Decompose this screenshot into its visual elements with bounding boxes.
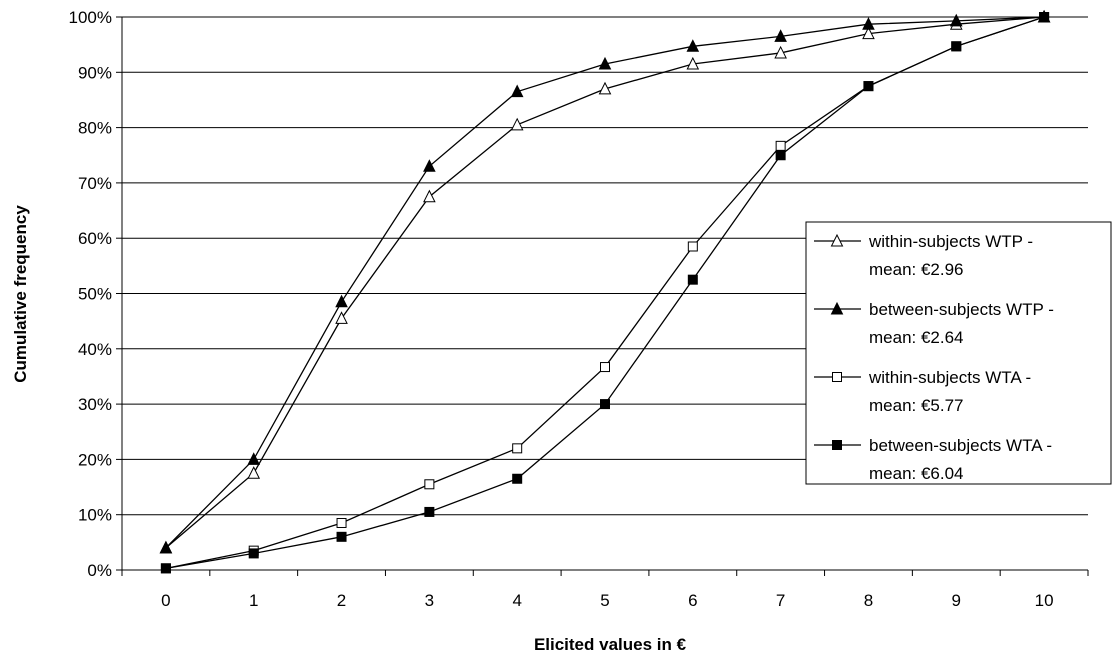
data-point [774,45,787,59]
data-point [510,117,524,131]
data-point [598,56,612,70]
data-point [336,517,347,528]
data-point [423,189,436,203]
gridlines [122,16,1088,516]
data-point [862,17,875,30]
data-point [335,294,348,308]
y-tick-label: 60% [78,229,112,248]
series-4 [160,12,1050,574]
y-axis-title: Cumulative frequency [11,205,30,383]
data-point [686,56,700,70]
data-point [512,443,523,454]
data-point [424,506,435,517]
legend-entry-1: within-subjects WTP - mean: €2.96 [814,232,1033,279]
data-point [775,140,786,151]
x-tick-label: 0 [161,591,170,610]
y-tick-label: 40% [78,340,112,359]
data-point [687,241,698,252]
legend-box [805,221,1112,485]
legend-label: within-subjects WTA - [868,368,1031,387]
legend-marker [830,301,844,315]
x-axis-title: Elicited values in € [534,635,687,654]
axes [116,16,1089,576]
y-tick-label: 70% [78,174,112,193]
x-tick-label: 10 [1035,591,1054,610]
x-tick-label: 3 [425,591,434,610]
x-tick-label: 2 [337,591,346,610]
legend-label-mean: mean: €2.96 [869,260,964,279]
legend-marker [832,440,842,450]
data-point [600,399,610,410]
legend-marker [832,372,842,382]
data-point [160,563,171,574]
y-tick-label: 90% [78,63,112,82]
data-point [949,13,963,27]
data-point [686,39,700,52]
tick-labels: 0% 10% 20% 30% 40% 50% 60% 70% 80% 90% 100% 0 1 2 3 4 5 6… [69,8,1054,610]
y-tick-label: 50% [78,285,112,304]
data-point [512,473,523,484]
data-point [862,26,875,40]
y-tick-label: 30% [78,395,112,414]
data-point [159,540,173,554]
x-tick-label: 4 [512,591,521,610]
x-tick-label: 6 [688,591,697,610]
data-point [336,531,347,542]
data-point [335,311,348,324]
data-point [687,274,698,285]
data-point [774,29,787,42]
x-tick-label: 1 [249,591,258,610]
data-point [598,81,612,95]
y-tick-label: 20% [78,450,112,469]
legend-label: between-subjects WTA - [869,436,1052,455]
y-tick-label: 100% [69,8,112,27]
data-point [424,479,435,490]
data-point [1039,12,1050,22]
y-tick-label: 0% [87,561,112,580]
legend-label-mean: mean: €6.04 [869,464,964,483]
series-2 [159,9,1051,554]
legend-label: between-subjects WTP - [869,300,1054,319]
data-point [600,362,610,373]
x-tick-label: 5 [600,591,609,610]
data-point [247,452,261,465]
data-point [423,159,436,172]
series-lines [159,9,1051,574]
x-tick-label: 7 [776,591,785,610]
legend-label-mean: mean: €2.64 [869,328,964,347]
y-tick-label: 10% [78,506,112,525]
legend: within-subjects WTP - mean: €2.96 between-… [805,221,1112,485]
x-tick-label: 9 [952,591,961,610]
legend-entry-2: between-subjects WTP - mean: €2.64 [814,300,1054,347]
legend-entry-4: between-subjects WTA - mean: €6.04 [814,436,1052,483]
y-tick-label: 80% [78,119,112,138]
x-tick-label: 8 [864,591,873,610]
data-point [248,548,259,559]
legend-label-mean: mean: €5.77 [869,396,964,415]
legend-entry-3: within-subjects WTA - mean: €5.77 [814,368,1031,415]
data-point [775,150,786,161]
data-point [951,41,962,52]
data-point [247,466,261,479]
data-point [863,81,874,92]
data-point [510,84,524,98]
legend-label: within-subjects WTP - [868,232,1033,251]
legend-marker [830,233,844,247]
